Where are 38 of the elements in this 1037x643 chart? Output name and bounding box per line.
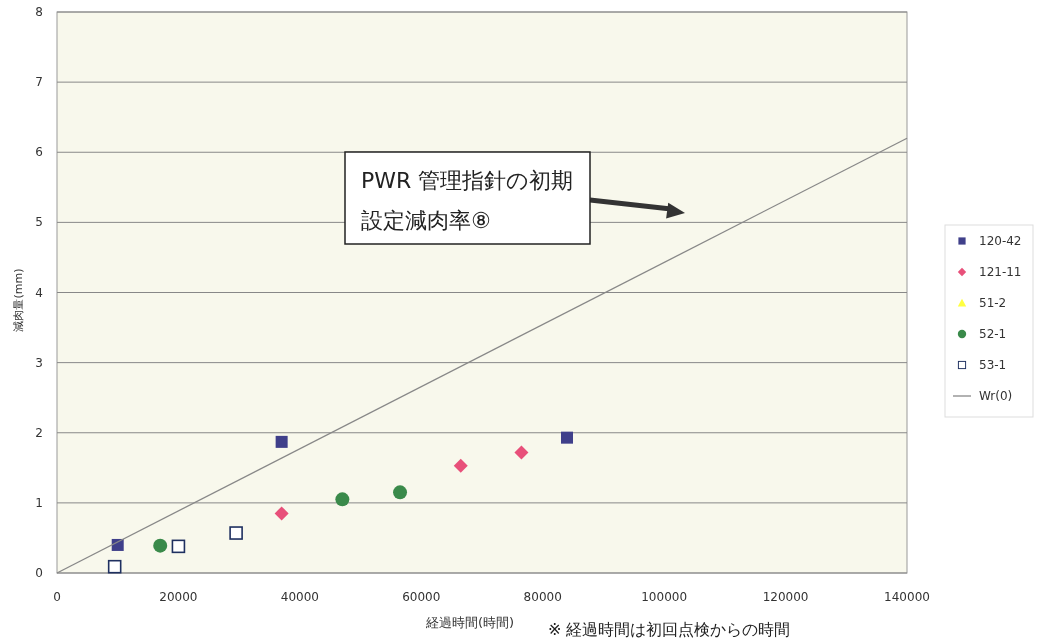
legend-label: 120-42 xyxy=(979,234,1022,248)
y-tick-label: 7 xyxy=(35,75,43,90)
y-tick-label: 5 xyxy=(35,215,43,230)
legend-label: 121-11 xyxy=(979,265,1022,279)
y-tick-label: 2 xyxy=(35,425,43,440)
legend-label: 53-1 xyxy=(979,358,1007,372)
point xyxy=(171,539,186,554)
point xyxy=(561,431,573,444)
y-axis-title: 減肉量(mm) xyxy=(12,268,25,332)
y-tick-label: 8 xyxy=(35,5,43,19)
point xyxy=(453,458,468,473)
x-tick-label: 120000 xyxy=(762,590,809,604)
legend-label: 52-1 xyxy=(979,327,1007,341)
x-tick-label: 60000 xyxy=(402,590,441,604)
legend-label: 51-2 xyxy=(979,296,1007,310)
point xyxy=(229,526,243,540)
y-tick-label: 0 xyxy=(35,566,43,580)
text: ※ 経過時間は初回点検からの時間 xyxy=(548,620,791,639)
y-tick-label: 6 xyxy=(35,145,43,160)
x-axis-title: 経過時間(時間) xyxy=(424,615,515,630)
annotation: PWR 管理指針の初期設定減肉率⑧ xyxy=(361,168,574,233)
point xyxy=(335,492,350,507)
point xyxy=(107,559,122,574)
point xyxy=(275,435,288,448)
point xyxy=(153,538,168,553)
x-tick-label: 140000 xyxy=(884,590,930,604)
point xyxy=(393,485,408,500)
x-tick-label: 80000 xyxy=(523,590,562,604)
y-tick-label: 1 xyxy=(35,495,43,510)
x-tick-label: 0 xyxy=(53,590,61,604)
x-tick-label: 40000 xyxy=(280,590,319,604)
point xyxy=(274,506,289,521)
y-tick-label: 3 xyxy=(35,355,43,370)
x-tick-label: 20000 xyxy=(159,590,198,604)
point xyxy=(514,445,529,460)
x-tick-label: 100000 xyxy=(641,590,688,604)
y-tick-label: 4 xyxy=(35,285,43,300)
legend-label: Wr(0) xyxy=(979,389,1013,403)
